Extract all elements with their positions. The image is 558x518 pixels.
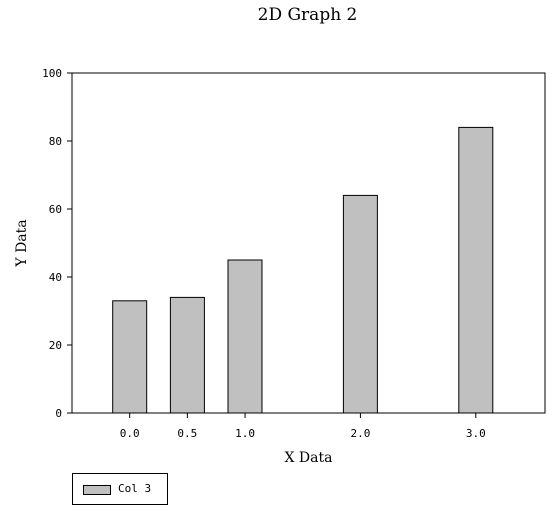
x-tick-label: 0.0 [120,427,140,440]
legend: Col 3 [72,473,168,505]
x-tick-label: 1.0 [235,427,255,440]
bar [227,259,263,414]
legend-swatch [83,485,111,495]
bar [112,300,148,414]
y-tick-label: 20 [49,339,62,352]
y-tick-label: 80 [49,135,62,148]
bar [458,126,494,414]
legend-label: Col 3 [118,482,152,495]
y-tick-label: 100 [42,67,62,80]
y-tick-label: 60 [49,203,62,216]
chart-title: 2D Graph 2 [257,5,358,25]
y-tick-label: 40 [49,271,62,284]
bar [169,296,205,414]
x-tick-label: 3.0 [466,427,486,440]
x-tick-label: 2.0 [350,427,370,440]
y-axis-label: Y Data [14,219,30,267]
plot-frame [71,72,546,414]
x-axis-label: X Data [284,450,333,466]
x-tick-label: 0.5 [177,427,197,440]
bar [342,194,378,414]
y-tick-label: 0 [55,407,62,420]
